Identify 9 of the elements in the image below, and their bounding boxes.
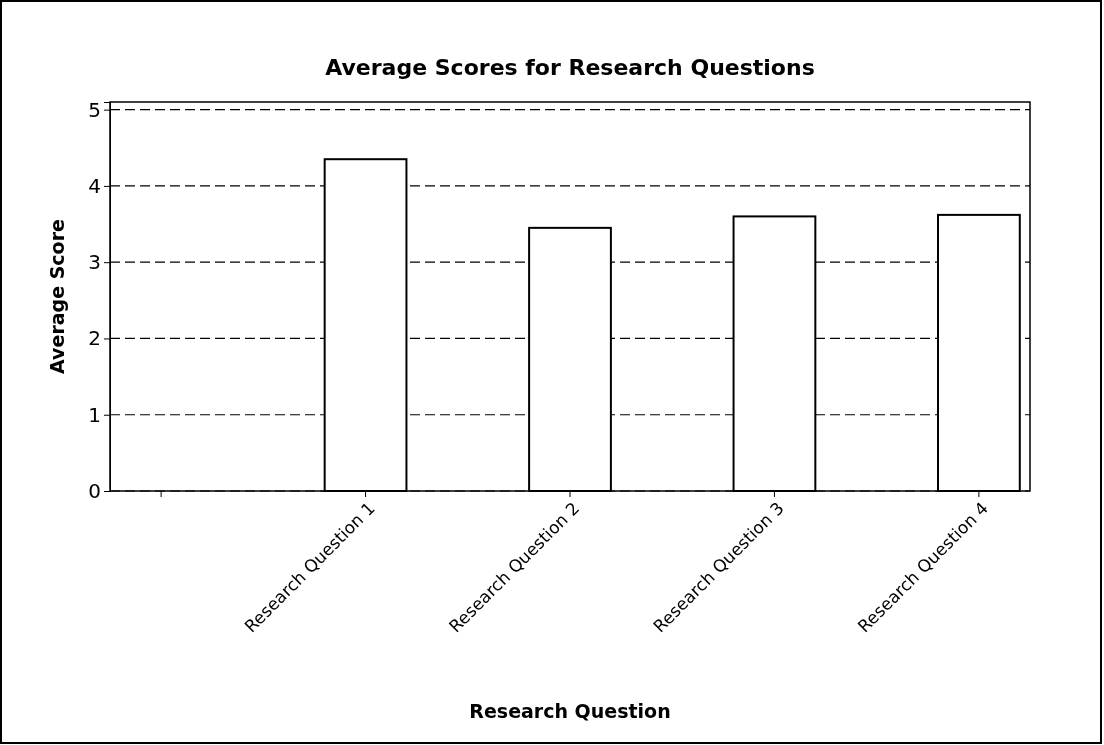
y-tick-label: 3 (88, 250, 101, 275)
x-axis-title: Research Question (469, 700, 671, 722)
y-axis-title: Average Score (46, 219, 68, 374)
y-tick-label: 4 (88, 173, 101, 198)
y-tick-label: 5 (88, 97, 101, 122)
chart-title: Average Scores for Research Questions (325, 55, 815, 80)
y-tick-label: 0 (88, 478, 101, 503)
y-tick-label: 1 (88, 402, 101, 427)
y-tick-label: 2 (88, 326, 101, 351)
